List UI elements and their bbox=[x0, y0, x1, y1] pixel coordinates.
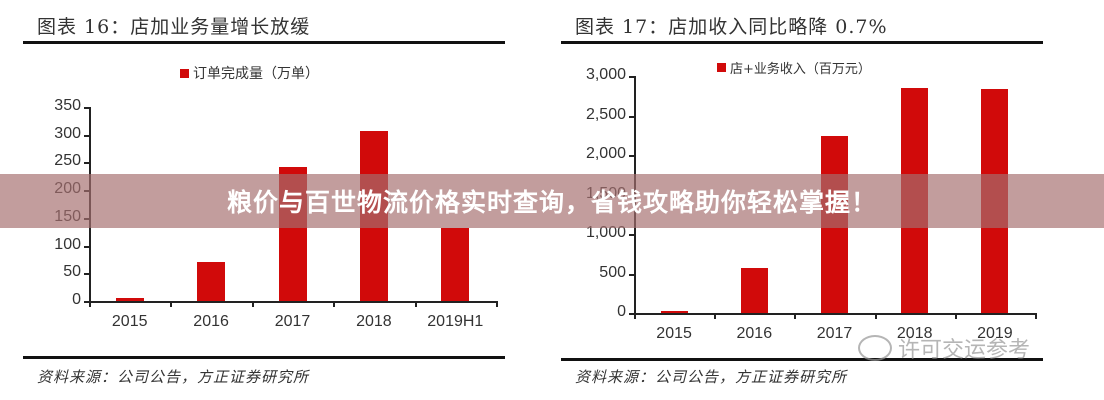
headline-banner: 粮价与百世物流价格实时查询，省钱攻略助你轻松掌握！ bbox=[0, 174, 1104, 228]
y-tick bbox=[84, 273, 90, 276]
source-rule bbox=[23, 356, 505, 359]
x-tick-label: 2016 bbox=[193, 313, 229, 330]
y-tick bbox=[629, 115, 635, 118]
x-tick bbox=[333, 301, 336, 307]
x-tick-label: 2017 bbox=[274, 313, 311, 330]
y-tick bbox=[84, 107, 90, 109]
x-tick bbox=[714, 313, 717, 319]
y-tick bbox=[629, 313, 635, 315]
x-tick-label: 2017 bbox=[816, 325, 853, 342]
title-rule bbox=[23, 41, 505, 44]
x-tick-label: 2018 bbox=[896, 325, 933, 342]
figure-17-panel: 图表 17：店加收入同比略降 0.7% 店+业务收入（百万元） 0 500 1,00… bbox=[552, 0, 1104, 400]
y-tick-label: 2,000 bbox=[585, 145, 626, 162]
x-tick-label: 2016 bbox=[736, 325, 773, 342]
x-tick bbox=[89, 301, 91, 307]
bar-2015 bbox=[115, 298, 144, 301]
legend-label: 订单完成量（万单） bbox=[193, 66, 319, 82]
figure-16-plot: 0501001502002503003502015201620172018201… bbox=[0, 0, 552, 340]
legend-label: 店+业务收入（百万元） bbox=[730, 62, 871, 77]
source-rule bbox=[561, 358, 1043, 361]
x-axis bbox=[634, 313, 1035, 315]
figure-17-plot: 05001,0001,5002,0002,5003,00020152016201… bbox=[552, 0, 1104, 342]
figure-16-title: 图表 16：店加业务量增长放缓 bbox=[37, 16, 311, 38]
bar-2015 bbox=[660, 311, 688, 313]
y-tick-label: 250 bbox=[54, 152, 81, 170]
y-tick-label: 100 bbox=[54, 235, 81, 253]
bar-2016 bbox=[197, 262, 226, 301]
x-tick bbox=[794, 313, 797, 319]
figure-17-legend: 店+业务收入（百万元） bbox=[717, 58, 871, 77]
y-tick bbox=[629, 234, 635, 236]
y-tick-label: 2,500 bbox=[585, 105, 626, 123]
y-tick bbox=[629, 76, 635, 78]
y-tick bbox=[629, 155, 635, 157]
legend-swatch-icon bbox=[180, 68, 189, 78]
bar-2016 bbox=[740, 267, 768, 313]
x-tick bbox=[874, 313, 877, 319]
headline-text: 粮价与百世物流价格实时查询，省钱攻略助你轻松掌握！ bbox=[226, 188, 877, 217]
x-tick-label: 2015 bbox=[111, 313, 148, 330]
wechat-icon bbox=[858, 335, 892, 361]
y-tick bbox=[84, 134, 90, 137]
y-tick bbox=[84, 245, 90, 248]
figure-16-source: 资料来源：公司公告，方正证券研究所 bbox=[37, 368, 310, 386]
figure-16-legend: 订单完成量（万单） bbox=[180, 63, 319, 83]
title-rule bbox=[561, 41, 1043, 44]
y-tick-label: 350 bbox=[54, 97, 81, 114]
watermark-text: 许可交运参考 bbox=[898, 338, 1031, 363]
y-tick-label: 0 bbox=[617, 303, 626, 320]
x-tick bbox=[170, 301, 173, 307]
x-tick-label: 2019H1 bbox=[427, 313, 484, 330]
y-tick-label: 3,000 bbox=[585, 66, 626, 83]
y-tick-label: 300 bbox=[54, 124, 81, 142]
x-axis bbox=[89, 301, 496, 303]
x-tick-label: 2019 bbox=[977, 325, 1013, 342]
x-tick-label: 2018 bbox=[356, 313, 392, 330]
y-tick-label: 50 bbox=[63, 263, 81, 281]
x-tick bbox=[414, 301, 417, 307]
x-tick bbox=[496, 301, 498, 307]
y-tick-label: 1,000 bbox=[585, 224, 626, 241]
bar-2019H1 bbox=[441, 227, 470, 301]
x-tick bbox=[1035, 313, 1037, 319]
watermark: 许可交运参考 bbox=[858, 332, 1030, 364]
y-tick bbox=[84, 162, 90, 165]
y-tick bbox=[629, 273, 635, 276]
x-tick bbox=[251, 301, 254, 307]
figure-17-source: 资料来源：公司公告，方正证券研究所 bbox=[575, 368, 848, 386]
y-tick-label: 500 bbox=[599, 263, 626, 281]
legend-swatch-icon bbox=[717, 63, 726, 72]
figure-17-title: 图表 17：店加收入同比略降 0.7% bbox=[575, 16, 888, 38]
y-tick bbox=[84, 301, 90, 303]
y-tick-label: 0 bbox=[72, 291, 81, 308]
x-tick bbox=[634, 313, 636, 319]
x-tick bbox=[954, 313, 957, 319]
x-tick-label: 2015 bbox=[656, 325, 692, 342]
